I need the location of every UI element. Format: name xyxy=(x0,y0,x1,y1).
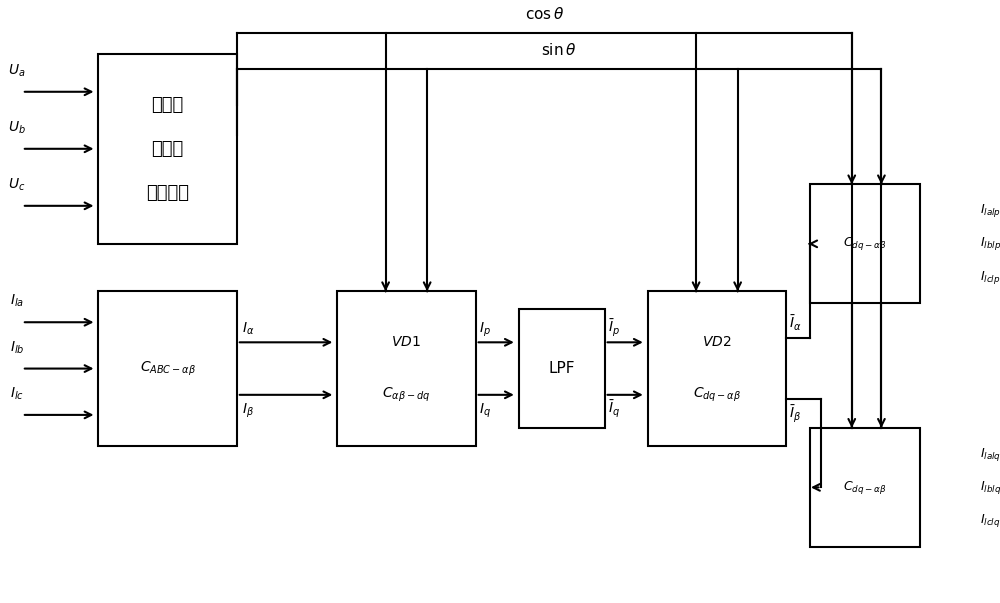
Text: $I_p$: $I_p$ xyxy=(479,321,491,339)
Bar xyxy=(98,291,237,446)
Text: $C_{\alpha\beta-dq}$: $C_{\alpha\beta-dq}$ xyxy=(382,386,430,404)
Text: $I_{lclp}$: $I_{lclp}$ xyxy=(980,268,1000,286)
Bar xyxy=(337,291,476,446)
Text: $C_{ABC-\alpha\beta}$: $C_{ABC-\alpha\beta}$ xyxy=(140,359,196,377)
Text: $U_a$: $U_a$ xyxy=(8,62,26,79)
Text: $I_{lalp}$: $I_{lalp}$ xyxy=(980,202,1000,219)
Text: $I_{lblq}$: $I_{lblq}$ xyxy=(980,479,1000,496)
Text: LPF: LPF xyxy=(548,361,575,376)
Text: $C_{dq-\alpha\beta}$: $C_{dq-\alpha\beta}$ xyxy=(843,235,887,252)
Text: $\sin\theta$: $\sin\theta$ xyxy=(541,42,577,58)
Text: $U_b$: $U_b$ xyxy=(8,119,26,136)
Text: $VD2$: $VD2$ xyxy=(702,335,732,349)
Text: $I_q$: $I_q$ xyxy=(479,402,491,420)
Text: $I_{lclq}$: $I_{lclq}$ xyxy=(980,512,1000,529)
Text: $I_{la}$: $I_{la}$ xyxy=(10,293,24,309)
Text: $I_{\beta}$: $I_{\beta}$ xyxy=(242,402,254,420)
Text: 角观测器: 角观测器 xyxy=(146,183,189,201)
Text: $\bar{I}_p$: $\bar{I}_p$ xyxy=(608,318,620,339)
Text: $\bar{I}_{\alpha}$: $\bar{I}_{\alpha}$ xyxy=(789,314,802,333)
Text: $U_c$: $U_c$ xyxy=(8,176,26,193)
Text: $I_{lc}$: $I_{lc}$ xyxy=(10,385,24,402)
Text: $VD1$: $VD1$ xyxy=(391,335,421,349)
Bar xyxy=(519,309,605,428)
Bar xyxy=(810,185,920,303)
Bar xyxy=(810,428,920,547)
Text: $C_{dq-\alpha\beta}$: $C_{dq-\alpha\beta}$ xyxy=(843,479,887,496)
Text: $I_{lalq}$: $I_{lalq}$ xyxy=(980,446,1000,463)
Text: $I_{lblp}$: $I_{lblp}$ xyxy=(980,235,1000,252)
Text: $C_{dq-\alpha\beta}$: $C_{dq-\alpha\beta}$ xyxy=(693,386,741,404)
Bar xyxy=(98,54,237,244)
Text: $I_{\alpha}$: $I_{\alpha}$ xyxy=(242,321,254,337)
Text: 压位置: 压位置 xyxy=(151,140,184,158)
Text: $\bar{I}_{\beta}$: $\bar{I}_{\beta}$ xyxy=(789,404,801,425)
Text: 电网电: 电网电 xyxy=(151,96,184,114)
Bar xyxy=(648,291,786,446)
Text: $I_{lb}$: $I_{lb}$ xyxy=(10,339,24,356)
Text: $\bar{I}_q$: $\bar{I}_q$ xyxy=(608,399,620,420)
Text: $\cos\theta$: $\cos\theta$ xyxy=(525,6,564,22)
